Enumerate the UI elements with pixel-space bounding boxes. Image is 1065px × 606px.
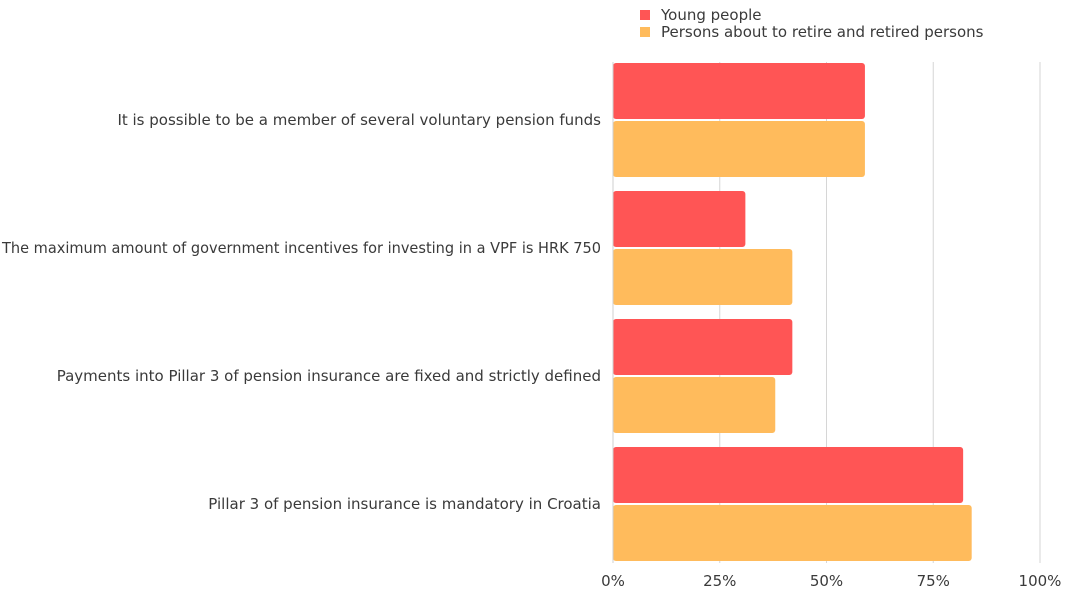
bars <box>613 63 972 561</box>
bar-young-people <box>613 191 746 247</box>
category-label: Payments into Pillar 3 of pension insura… <box>57 367 601 385</box>
legend-label: Young people <box>660 6 762 24</box>
bar-retired-persons <box>613 249 793 305</box>
x-tick-label: 25% <box>703 572 736 590</box>
bar-retired-persons <box>613 377 776 433</box>
legend-swatch <box>640 10 650 20</box>
bar-young-people <box>613 447 964 503</box>
legend-label: Persons about to retire and retired pers… <box>661 23 984 41</box>
bar-young-people <box>613 319 793 375</box>
x-tick-labels: 0% 25% 50% 75% 100% <box>601 572 1061 590</box>
bar-young-people <box>613 63 865 119</box>
x-tick-label: 100% <box>1019 572 1062 590</box>
x-tick-label: 50% <box>810 572 843 590</box>
category-label: It is possible to be a member of several… <box>117 111 601 129</box>
category-label: Pillar 3 of pension insurance is mandato… <box>208 495 601 513</box>
bar-retired-persons <box>613 505 972 561</box>
x-tick-label: 75% <box>917 572 950 590</box>
category-label: The maximum amount of government incenti… <box>1 239 601 257</box>
category-labels: It is possible to be a member of several… <box>1 111 601 513</box>
x-tick-label: 0% <box>601 572 625 590</box>
legend-swatch <box>640 27 650 37</box>
bar-retired-persons <box>613 121 865 177</box>
